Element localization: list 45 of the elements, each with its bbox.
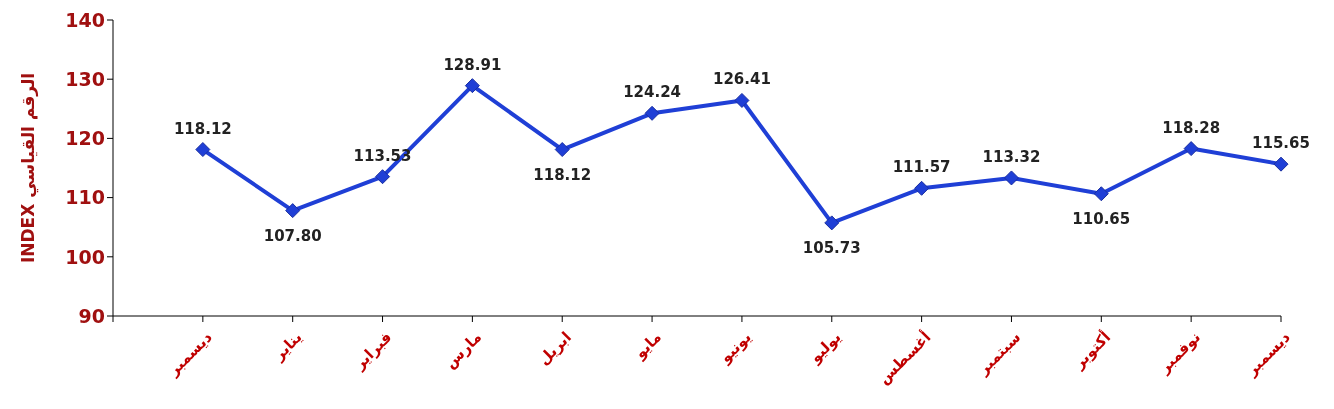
y-tick-label: 110 [65, 186, 105, 209]
point [195, 142, 211, 158]
x-tick-label: يناير [269, 328, 306, 365]
data-label: 105.73 [802, 238, 861, 257]
x-tick-label: مارس [441, 328, 486, 373]
data-label: 113.32 [982, 147, 1041, 166]
y-tick-label: 100 [65, 245, 105, 268]
x-tick-label: سبتمبر [973, 328, 1025, 379]
y-tick-label: 130 [65, 67, 105, 90]
point [1003, 170, 1019, 186]
data-label: 118.12 [533, 165, 592, 184]
data-label: 126.41 [712, 70, 771, 89]
data-label: 118.28 [1162, 118, 1221, 137]
data-label: 128.91 [443, 55, 502, 74]
data-label: 124.24 [623, 83, 682, 102]
x-tick-label: يونيو [715, 328, 755, 368]
point [1273, 156, 1289, 172]
y-axis-title: INDEX الرقم القياسي [18, 72, 40, 264]
point [464, 78, 480, 94]
data-label: 111.57 [892, 158, 951, 177]
point [1183, 141, 1199, 157]
x-tick-label: أغسطس [874, 327, 935, 388]
x-tick-label: فبراير [349, 328, 396, 374]
point [914, 180, 930, 196]
y-tick-label: 120 [65, 127, 105, 150]
point [824, 215, 840, 231]
point [1093, 186, 1109, 202]
point [375, 169, 391, 185]
data-label: 115.65 [1252, 134, 1310, 153]
x-tick-label: ديسمبر [1242, 327, 1295, 380]
point [554, 142, 570, 158]
x-tick-label: أكتوبر [1068, 327, 1115, 373]
y-tick-label: 90 [78, 304, 105, 327]
x-tick-label: يوليو [805, 328, 845, 368]
data-label: 107.80 [263, 226, 322, 245]
x-tick-label: مايو [630, 328, 665, 363]
point [734, 92, 750, 108]
x-tick-label: نوفمبر [1154, 328, 1204, 378]
x-tick-label: ابريل [534, 328, 576, 369]
y-tick-label: 140 [65, 8, 105, 31]
point [644, 105, 660, 121]
x-tick-label: ديسمبر [163, 327, 216, 380]
data-label: 110.65 [1072, 209, 1131, 228]
data-label: 118.12 [173, 119, 232, 138]
point [285, 203, 301, 219]
